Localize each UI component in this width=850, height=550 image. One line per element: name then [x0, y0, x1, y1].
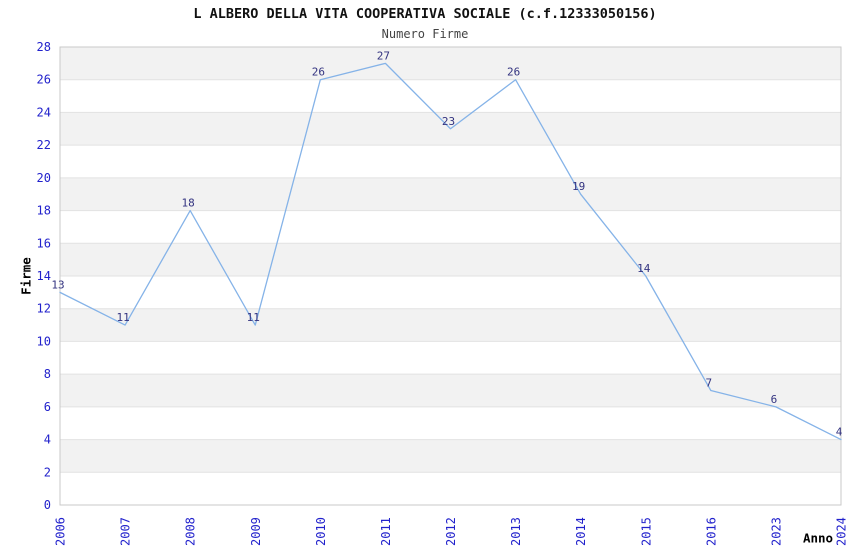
plot-band [60, 47, 841, 80]
plot-band [60, 406, 841, 440]
plot-band [60, 79, 841, 113]
y-tick-label: 16 [37, 236, 51, 250]
y-tick-label: 26 [37, 73, 51, 87]
data-point-label: 13 [51, 278, 64, 291]
plot-band [60, 243, 841, 276]
data-point-label: 14 [637, 262, 651, 275]
y-tick-label: 20 [37, 171, 51, 185]
data-point-label: 26 [312, 66, 325, 79]
plot-band [60, 210, 841, 244]
x-tick-label: 2011 [379, 517, 393, 546]
x-tick-label: 2006 [54, 517, 68, 546]
x-tick-label: 2008 [184, 517, 198, 546]
data-point-label: 11 [116, 311, 129, 324]
plot-band [60, 472, 841, 505]
plot-band [60, 177, 841, 211]
y-tick-label: 4 [44, 433, 51, 447]
plot-band [60, 276, 841, 309]
data-point-label: 4 [836, 426, 843, 439]
x-tick-label: 2015 [639, 517, 653, 546]
y-tick-label: 6 [44, 400, 51, 414]
x-tick-label: 2012 [444, 517, 458, 546]
x-tick-label: 2009 [249, 517, 263, 546]
data-point-label: 19 [572, 180, 585, 193]
chart-title: L ALBERO DELLA VITA COOPERATIVA SOCIALE … [193, 6, 657, 22]
plot-band [60, 374, 841, 407]
y-tick-label: 24 [37, 105, 51, 119]
chart-subtitle: Numero Firme [381, 27, 469, 41]
data-point-label: 27 [377, 49, 390, 62]
data-point-label: 6 [771, 393, 778, 406]
x-axis-title: Anno [802, 530, 834, 546]
y-tick-label: 18 [37, 204, 51, 218]
data-point-label: 7 [706, 377, 713, 390]
x-tick-label: 2013 [509, 517, 523, 546]
x-tick-label: 2024 [835, 517, 849, 546]
data-point-label: 23 [442, 115, 455, 128]
y-tick-label: 0 [44, 498, 51, 512]
x-tick-label: 2014 [574, 517, 588, 546]
plot-band [60, 439, 841, 473]
y-tick-label: 8 [44, 367, 51, 381]
plot-border [59, 46, 842, 506]
data-point-label: 18 [182, 197, 195, 210]
line-series [59, 62, 842, 441]
plot-band [60, 341, 841, 375]
plot-band [60, 145, 841, 178]
y-tick-label: 10 [37, 334, 51, 348]
plot-band [60, 308, 841, 342]
y-tick-label: 14 [37, 269, 51, 283]
y-tick-label: 28 [37, 40, 51, 54]
data-point-label: 26 [507, 66, 520, 79]
x-tick-label: 2016 [704, 517, 718, 546]
x-tick-label: 2010 [314, 517, 328, 546]
y-tick-label: 12 [37, 302, 51, 316]
y-tick-label: 2 [44, 465, 51, 479]
data-point-label: 11 [247, 311, 260, 324]
y-tick-label: 22 [37, 138, 51, 152]
x-tick-label: 2023 [769, 517, 783, 546]
x-tick-label: 2007 [119, 517, 133, 546]
